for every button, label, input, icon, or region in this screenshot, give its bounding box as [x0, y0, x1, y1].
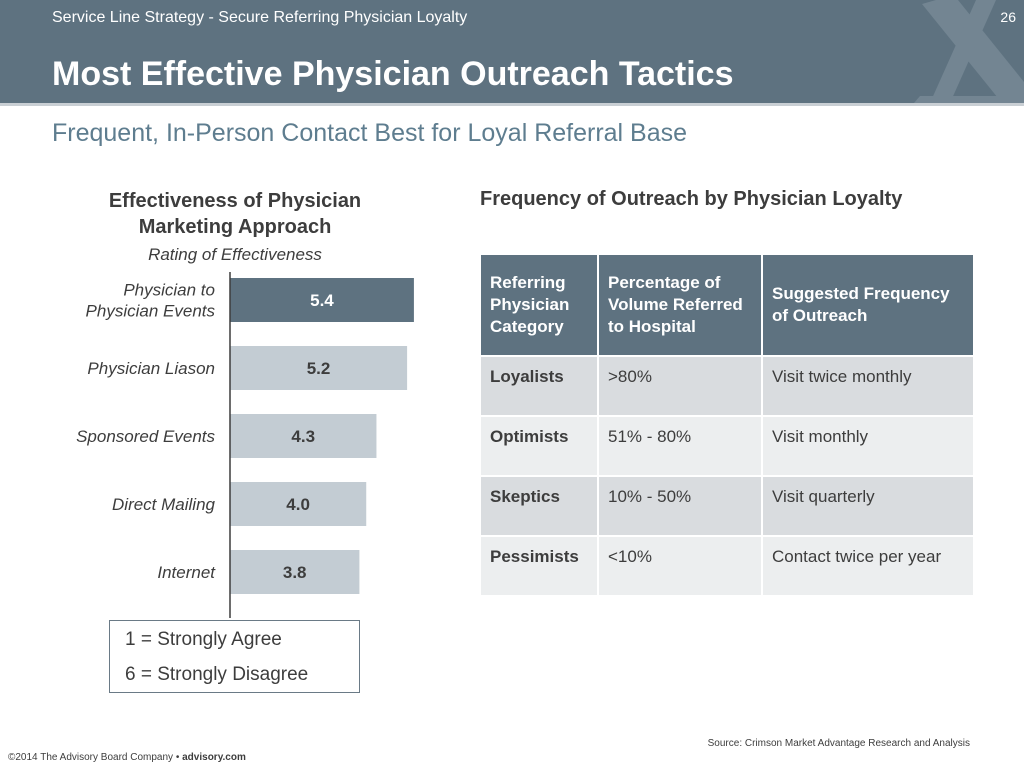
chart-heading: Effectiveness of Physician Marketing App…: [80, 188, 390, 240]
bar-value-label: 3.8: [283, 563, 307, 582]
advisory-board-logo-icon: [914, 0, 1024, 103]
slide-title: Most Effective Physician Outreach Tactic…: [52, 55, 734, 93]
source-note: Source: Crimson Market Advantage Researc…: [707, 738, 970, 749]
table-cell-percentage: >80%: [597, 355, 763, 417]
effectiveness-bar-chart: 5.4 Physician to Physician Events 5.2 Physic…: [76, 272, 414, 618]
rating-scale-legend: 1 = Strongly Agree 6 = Strongly Disagree: [109, 620, 360, 693]
footer-copyright: ©2014 The Advisory Board Company • advis…: [8, 752, 246, 763]
table-cell-frequency: Visit monthly: [761, 415, 975, 477]
legend-line-disagree: 6 = Strongly Disagree: [125, 664, 309, 685]
table-cell-category: Skeptics: [479, 475, 599, 537]
chart-subheading: Rating of Effectiveness: [148, 245, 322, 264]
bar-value-label: 4.3: [291, 427, 315, 446]
header-divider: [0, 103, 1024, 106]
category-label: Direct Mailing: [112, 495, 216, 514]
table-heading: Frequency of Outreach by Physician Loyal…: [480, 188, 903, 210]
chart-heading-line1: Effectiveness of Physician: [108, 190, 362, 212]
category-label: Physician Liason: [87, 359, 215, 378]
bar-value-label: 5.4: [310, 291, 334, 310]
category-label: Physician Events: [86, 302, 216, 321]
table-cell-percentage: 10% - 50%: [597, 475, 763, 537]
column-header: Suggested Frequency of Outreach: [761, 253, 975, 357]
bar: [230, 278, 414, 322]
table-cell-category: Pessimists: [479, 535, 599, 597]
site-link[interactable]: advisory.com: [182, 752, 246, 763]
table-cell-frequency: Contact twice per year: [761, 535, 975, 597]
bar-value-label: 4.0: [286, 495, 310, 514]
table-row: Skeptics 10% - 50% Visit quarterly: [479, 475, 975, 537]
table-cell-percentage: <10%: [597, 535, 763, 597]
table-cell-frequency: Visit twice monthly: [761, 355, 975, 417]
category-label: Sponsored Events: [76, 427, 215, 446]
table-cell-frequency: Visit quarterly: [761, 475, 975, 537]
copyright-text: ©2014 The Advisory Board Company •: [8, 752, 183, 763]
table-cell-category: Loyalists: [479, 355, 599, 417]
table-row: Optimists 51% - 80% Visit monthly: [479, 415, 975, 477]
legend-line-agree: 1 = Strongly Agree: [125, 629, 282, 650]
bar: [230, 346, 408, 390]
slide-header: Service Line Strategy - Secure Referring…: [0, 0, 1024, 103]
table-header-row: Referring Physician Category Percentage …: [479, 253, 975, 357]
column-header: Percentage of Volume Referred to Hospita…: [597, 253, 763, 357]
table-row: Pessimists <10% Contact twice per year: [479, 535, 975, 597]
outreach-frequency-table: Referring Physician Category Percentage …: [479, 253, 975, 597]
table-cell-category: Optimists: [479, 415, 599, 477]
section-kicker: Service Line Strategy - Secure Referring…: [52, 9, 468, 26]
column-header: Referring Physician Category: [479, 253, 599, 357]
bar: [230, 550, 360, 594]
table-row: Loyalists >80% Visit twice monthly: [479, 355, 975, 417]
bar-value-label: 5.2: [307, 359, 331, 378]
page-number: 26: [1000, 9, 1016, 25]
table-cell-percentage: 51% - 80%: [597, 415, 763, 477]
bar: [230, 414, 377, 458]
category-label: Physician to: [123, 281, 215, 300]
slide-subtitle: Frequent, In-Person Contact Best for Loy…: [52, 119, 688, 147]
category-label: Internet: [157, 563, 216, 582]
bar: [230, 482, 367, 526]
chart-heading-line2: Marketing Approach: [138, 216, 332, 238]
